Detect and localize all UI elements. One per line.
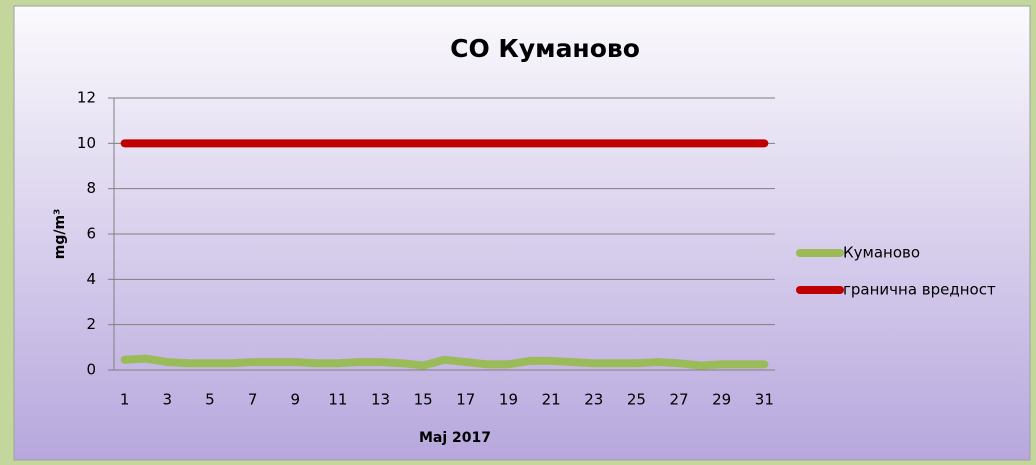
y-tick-label: 4 xyxy=(86,270,96,288)
y-tick-label: 8 xyxy=(86,179,96,197)
x-tick-label: 9 xyxy=(290,391,300,409)
x-tick-label: 11 xyxy=(328,391,347,409)
y-tick-label: 10 xyxy=(77,134,96,152)
chart-panel xyxy=(13,5,1031,461)
x-tick-label: 21 xyxy=(542,391,561,409)
x-tick-label: 25 xyxy=(627,391,646,409)
chart-title: CO Куманово xyxy=(450,34,640,63)
y-tick-label: 12 xyxy=(77,89,96,107)
y-tick-label: 0 xyxy=(86,361,96,379)
x-tick-label: 19 xyxy=(499,391,518,409)
y-tick-label: 6 xyxy=(86,225,96,243)
x-tick-label: 13 xyxy=(371,391,390,409)
x-tick-label: 29 xyxy=(712,391,731,409)
x-tick-label: 15 xyxy=(414,391,433,409)
legend-label: Куманово xyxy=(843,244,920,262)
x-tick-label: 5 xyxy=(205,391,215,409)
x-tick-label: 17 xyxy=(456,391,475,409)
x-tick-label: 27 xyxy=(670,391,689,409)
legend-label: гранична вредност xyxy=(843,281,996,299)
x-tick-label: 23 xyxy=(584,391,603,409)
series-line xyxy=(120,354,769,370)
x-tick-label: 3 xyxy=(163,391,173,409)
x-axis-title: Maj 2017 xyxy=(419,430,491,446)
x-tick-label: 7 xyxy=(248,391,258,409)
y-axis-title: mg/m³ xyxy=(52,209,68,259)
x-tick-label: 31 xyxy=(755,391,774,409)
y-tick-label: 2 xyxy=(86,315,96,333)
x-tick-label: 1 xyxy=(120,391,130,409)
